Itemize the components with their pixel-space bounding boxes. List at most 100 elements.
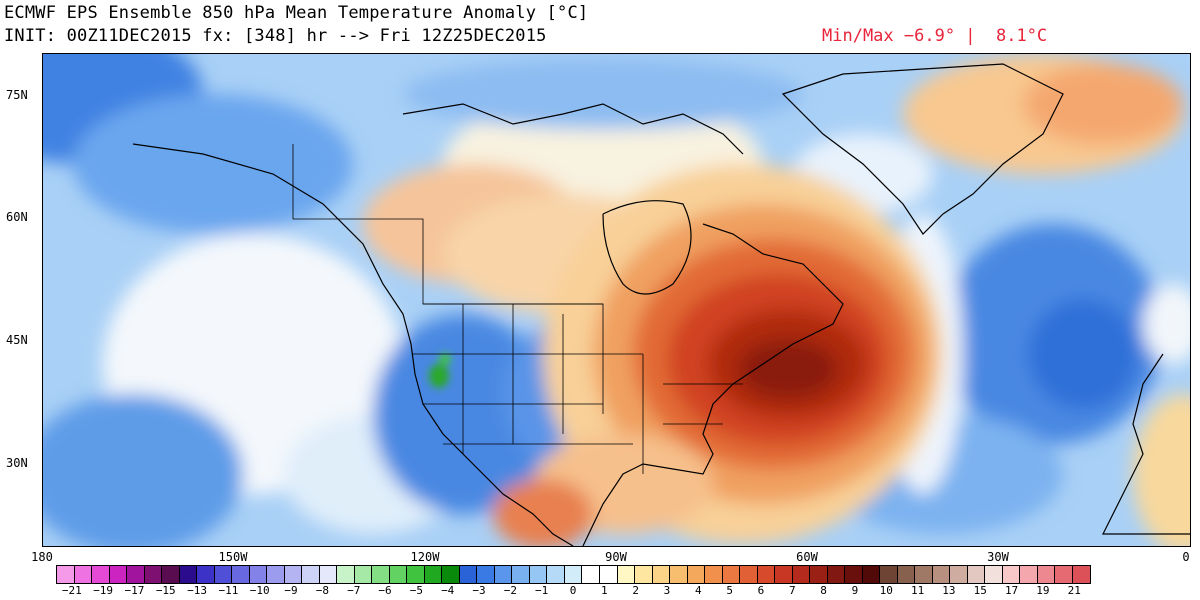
color-scale-label: 3 xyxy=(663,584,671,597)
lon-label-0: 0 xyxy=(1182,550,1190,564)
color-scale-label: −9 xyxy=(284,584,298,597)
color-scale-label: −13 xyxy=(187,584,208,597)
lat-label-30n: 30N xyxy=(6,456,28,470)
color-scale-cell xyxy=(652,566,671,583)
color-scale-cell xyxy=(1020,566,1038,583)
color-scale-cell xyxy=(354,566,373,583)
init-forecast-line: INIT: 00Z11DEC2015 fx: [348] hr --> Fri … xyxy=(4,26,547,46)
color-scale-label: −4 xyxy=(441,584,455,597)
color-scale-label: −21 xyxy=(61,584,82,597)
color-scale-label: 5 xyxy=(726,584,733,597)
color-scale-cell xyxy=(459,566,478,583)
color-scale-cell xyxy=(1037,566,1056,583)
color-scale-cell xyxy=(582,566,600,583)
color-scale-cell xyxy=(302,566,320,583)
color-scale-cell xyxy=(92,566,110,583)
color-scale-cell xyxy=(845,566,863,583)
color-scale-cell xyxy=(775,566,793,583)
color-scale-label: 1 xyxy=(601,584,608,597)
color-scale-cell xyxy=(862,566,881,583)
color-scale-cell xyxy=(705,566,723,583)
color-scale-cell xyxy=(1072,566,1091,583)
color-scale-cell xyxy=(880,566,898,583)
color-scale-cell xyxy=(144,566,163,583)
lon-label-30w: 30W xyxy=(987,550,1009,564)
color-scale-cell xyxy=(915,566,933,583)
color-scale-label: 11 xyxy=(910,584,925,597)
color-scale-cell xyxy=(810,566,828,583)
color-scale-cell xyxy=(950,566,968,583)
color-scale-label: 2 xyxy=(632,584,639,597)
color-scale-cell xyxy=(319,566,338,583)
color-scale-cell xyxy=(670,566,688,583)
color-scale-cell xyxy=(179,566,198,583)
color-scale-cell xyxy=(389,566,408,583)
color-scale-cell xyxy=(232,566,250,583)
temperature-anomaly-map xyxy=(42,53,1191,547)
color-scale-label: 13 xyxy=(942,584,956,597)
color-scale-cell xyxy=(1055,566,1073,583)
color-scale-label: −15 xyxy=(155,584,176,597)
color-scale-label: −3 xyxy=(472,584,486,597)
color-scale-cell xyxy=(635,566,653,583)
color-scale-cell xyxy=(337,566,355,583)
lon-label-60w: 60W xyxy=(796,550,818,564)
chart-title: ECMWF EPS Ensemble 850 hPa Mean Temperat… xyxy=(4,3,589,23)
color-scale-cell xyxy=(897,566,916,583)
political-borders xyxy=(292,144,743,474)
color-scale-label: −5 xyxy=(409,584,423,597)
color-scale-cell xyxy=(512,566,530,583)
lon-label-180: 180 xyxy=(31,550,53,564)
color-scale-cell xyxy=(57,566,75,583)
color-scale-label: −17 xyxy=(124,584,145,597)
color-scale-label: 21 xyxy=(1067,584,1081,597)
color-scale-cell xyxy=(599,566,618,583)
color-scale-label: 17 xyxy=(1004,584,1019,597)
color-scale-cell xyxy=(687,566,706,583)
color-scale-cell xyxy=(827,566,846,583)
color-scale-cell xyxy=(547,566,565,583)
color-scale-cell xyxy=(722,566,741,583)
color-scale-label: −10 xyxy=(249,584,270,597)
color-scale-label: −11 xyxy=(218,584,239,597)
color-scale-label: −7 xyxy=(347,584,361,597)
color-scale-label: 15 xyxy=(973,584,987,597)
color-scale-cell xyxy=(529,566,548,583)
min-max-readout: Min/Max −6.9° | 8.1°C xyxy=(822,26,1048,46)
map-canvas xyxy=(43,54,1190,546)
color-scale-label: 9 xyxy=(851,584,859,597)
color-scale-cell xyxy=(284,566,303,583)
color-scale-cell xyxy=(162,566,180,583)
color-scale-cell xyxy=(740,566,758,583)
color-scale-cell xyxy=(424,566,443,583)
color-scale-label: −19 xyxy=(93,584,114,597)
lon-label-120w: 120W xyxy=(410,550,440,564)
color-scale-cell xyxy=(214,566,233,583)
color-scale-label: 19 xyxy=(1036,584,1050,597)
color-scale-label: −1 xyxy=(535,584,549,597)
color-scale-label: 0 xyxy=(569,584,577,597)
color-scale-cell xyxy=(109,566,128,583)
color-scale-cell xyxy=(792,566,811,583)
color-scale-cell xyxy=(372,566,390,583)
color-scale-label: −8 xyxy=(315,584,329,597)
color-scale-cell xyxy=(407,566,425,583)
color-scale-label: 10 xyxy=(879,584,893,597)
lon-label-150w: 150W xyxy=(218,550,248,564)
color-scale-cell xyxy=(564,566,583,583)
color-scale-cell xyxy=(127,566,145,583)
lon-label-90w: 90W xyxy=(605,550,627,564)
lat-label-45n: 45N xyxy=(6,333,28,347)
lat-label-75n: 75N xyxy=(6,88,28,102)
color-scale-cell xyxy=(932,566,951,583)
color-scale-bar xyxy=(56,565,1092,584)
color-scale-label: 8 xyxy=(820,584,827,597)
color-scale-cell xyxy=(985,566,1003,583)
color-scale-label: 7 xyxy=(788,584,796,597)
color-scale-cell xyxy=(442,566,460,583)
color-scale-label: −2 xyxy=(503,584,517,597)
color-scale-cell xyxy=(494,566,513,583)
color-scale-label: −6 xyxy=(378,584,392,597)
color-scale-cell xyxy=(1002,566,1021,583)
color-scale-cell xyxy=(249,566,268,583)
